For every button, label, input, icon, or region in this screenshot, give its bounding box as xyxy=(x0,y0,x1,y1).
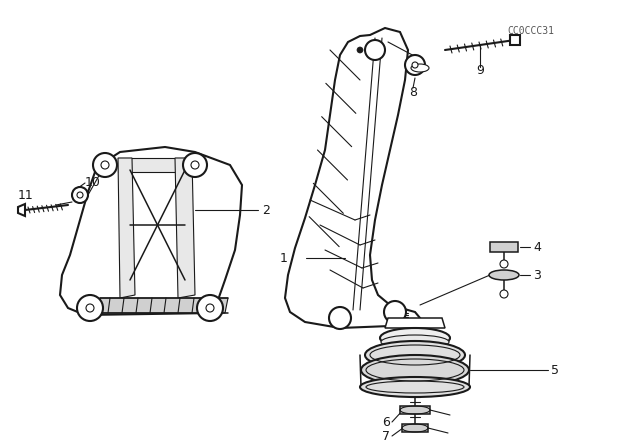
Text: 11: 11 xyxy=(18,189,34,202)
Circle shape xyxy=(77,192,83,198)
Polygon shape xyxy=(18,204,25,216)
Text: 3: 3 xyxy=(533,268,541,281)
Text: 9: 9 xyxy=(476,64,484,77)
Circle shape xyxy=(72,187,88,203)
Circle shape xyxy=(329,307,351,329)
Ellipse shape xyxy=(380,328,450,348)
Polygon shape xyxy=(400,406,430,414)
Polygon shape xyxy=(285,28,420,328)
Text: CC0CCC31: CC0CCC31 xyxy=(508,26,555,36)
Ellipse shape xyxy=(360,377,470,397)
Circle shape xyxy=(183,153,207,177)
Polygon shape xyxy=(510,35,520,45)
Circle shape xyxy=(357,47,363,53)
Text: 6: 6 xyxy=(382,415,390,428)
Ellipse shape xyxy=(365,341,465,369)
Polygon shape xyxy=(60,147,242,315)
Ellipse shape xyxy=(361,355,469,385)
Circle shape xyxy=(191,161,199,169)
Text: 2: 2 xyxy=(262,203,270,216)
Text: 4: 4 xyxy=(533,241,541,254)
Polygon shape xyxy=(175,158,195,298)
Polygon shape xyxy=(490,242,518,252)
Circle shape xyxy=(500,260,508,268)
Circle shape xyxy=(86,304,94,312)
Polygon shape xyxy=(100,298,228,313)
Text: 10: 10 xyxy=(85,176,101,189)
Circle shape xyxy=(77,295,103,321)
Circle shape xyxy=(101,161,109,169)
Circle shape xyxy=(197,295,223,321)
Text: 5: 5 xyxy=(551,363,559,376)
Polygon shape xyxy=(118,158,135,298)
Text: 7: 7 xyxy=(382,430,390,443)
Text: 8: 8 xyxy=(409,86,417,99)
Ellipse shape xyxy=(381,335,449,349)
Circle shape xyxy=(206,304,214,312)
Polygon shape xyxy=(402,424,428,432)
Ellipse shape xyxy=(489,270,519,280)
Ellipse shape xyxy=(411,64,429,72)
Circle shape xyxy=(405,55,425,75)
Polygon shape xyxy=(118,158,195,172)
Circle shape xyxy=(412,62,418,68)
Circle shape xyxy=(93,153,117,177)
Circle shape xyxy=(365,40,385,60)
Text: 1: 1 xyxy=(280,251,288,264)
Polygon shape xyxy=(385,318,445,328)
Circle shape xyxy=(500,290,508,298)
Circle shape xyxy=(384,301,406,323)
